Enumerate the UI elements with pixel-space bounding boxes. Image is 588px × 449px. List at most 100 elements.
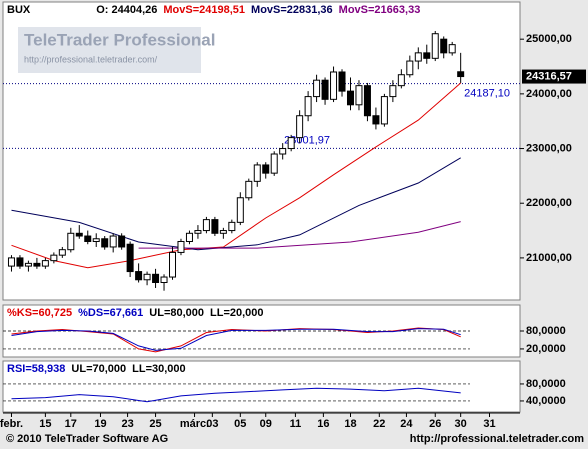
candle-body [304, 96, 312, 117]
candle-body [338, 71, 346, 92]
candle-body [109, 235, 117, 248]
x-tick-label: 05 [234, 418, 246, 430]
candle-body [296, 115, 304, 139]
candle-body [67, 232, 75, 251]
candle-body [363, 85, 371, 117]
candle-body [321, 79, 329, 100]
x-tick-label: 11 [290, 418, 302, 430]
y-tick-label: 23000,00 [526, 142, 572, 154]
series-line [11, 82, 462, 269]
candle-body [41, 260, 49, 267]
candle-body [58, 249, 66, 256]
candle-body [194, 230, 202, 234]
y-tick-label: 40,0000 [526, 395, 566, 407]
candle-body [440, 38, 448, 54]
y-tick-label: 80,0000 [526, 378, 566, 390]
candle-body [118, 235, 126, 248]
y-tick-label: 24000,00 [526, 88, 572, 100]
annotation: UL=70,000 [71, 363, 126, 375]
candle-body [448, 44, 456, 54]
candle-body [75, 232, 83, 237]
candle-body [228, 221, 236, 232]
candle-body [143, 273, 151, 281]
y-tick-label: 25000,00 [526, 33, 572, 45]
x-tick-label: 03 [206, 418, 218, 430]
watermark-box [18, 27, 201, 73]
candle-body [397, 74, 405, 87]
chart-title: BUX [7, 4, 31, 16]
candle-body [211, 219, 219, 234]
annotation: LL=30,000 [132, 363, 186, 375]
legend-entry: MovS=24198,51 [163, 4, 245, 16]
y-tick-label: 20,0000 [526, 343, 566, 355]
candle-body [50, 254, 58, 262]
x-tick-label: febr. [0, 418, 23, 430]
candle-body [270, 153, 278, 174]
candle-body [177, 240, 185, 253]
rsi-panel [2, 360, 521, 413]
x-tick-label: 09 [260, 418, 272, 430]
candle-body [33, 262, 41, 267]
candle-body [135, 271, 143, 281]
candle-body [372, 115, 380, 125]
candle-body [346, 90, 354, 106]
candle-body [152, 273, 160, 284]
series-line [138, 221, 461, 249]
x-tick-label: 15 [39, 418, 51, 430]
x-tick-label: márc. [180, 418, 209, 430]
footer-url: http://professional.teletrader.com [410, 433, 584, 445]
legend-entry: %DS=67,661 [78, 307, 143, 319]
x-tick-label: 23 [121, 418, 133, 430]
candle-body [279, 148, 287, 155]
candle-body [245, 180, 253, 199]
candle-body [355, 85, 363, 106]
candle-body [126, 243, 134, 273]
candle-body [185, 232, 193, 242]
y-tick-label: 22000,00 [526, 197, 572, 209]
candle-body [431, 33, 439, 59]
candle-body [16, 257, 24, 267]
candle-body [287, 137, 295, 150]
watermark-title: TeleTrader Professional [24, 30, 215, 49]
candle-body [414, 52, 422, 62]
x-tick-label: 16 [317, 418, 329, 430]
x-tick-label: 22 [373, 418, 385, 430]
annotation: UL=80,000 [149, 307, 204, 319]
series-line [11, 387, 461, 403]
candle-body [423, 52, 431, 59]
level-label: 24187,10 [464, 88, 510, 100]
x-tick-label: 25 [149, 418, 161, 430]
watermark-url: http://professional.teletrader.com/ [24, 54, 158, 64]
x-tick-label: 30 [455, 418, 467, 430]
candle-body [202, 219, 210, 232]
candle-body [160, 276, 168, 284]
legend-entry: %KS=60,725 [7, 307, 72, 319]
y-tick-label: 21000,00 [526, 252, 572, 264]
last-price-box [522, 69, 586, 84]
candle-body [92, 238, 100, 242]
x-tick-label: 26 [429, 418, 441, 430]
legend-entry: MovS=22831,36 [251, 4, 333, 16]
candle-body [389, 85, 397, 98]
candle-body [457, 71, 465, 78]
x-tick-label: 17 [65, 418, 77, 430]
annotation: LL=20,000 [210, 307, 264, 319]
candle-body [236, 197, 244, 223]
legend-entry: MovS=21663,33 [339, 4, 421, 16]
y-tick-label: 80,0000 [526, 325, 566, 337]
candle-body [169, 251, 177, 278]
candle-body [7, 257, 15, 267]
x-tick-label: 24 [400, 418, 413, 430]
legend-entry: RSI=58,938 [7, 363, 65, 375]
x-tick-label: 18 [344, 418, 356, 430]
series-line [11, 157, 461, 251]
candle-body [84, 235, 92, 242]
candle-body [101, 238, 109, 248]
candle-body [219, 230, 227, 234]
copyright: © 2010 TeleTrader Software AG [6, 433, 168, 445]
candle-body [253, 164, 261, 182]
candle-body [406, 60, 414, 76]
x-tick-label: 19 [94, 418, 106, 430]
candle-body [313, 79, 321, 98]
